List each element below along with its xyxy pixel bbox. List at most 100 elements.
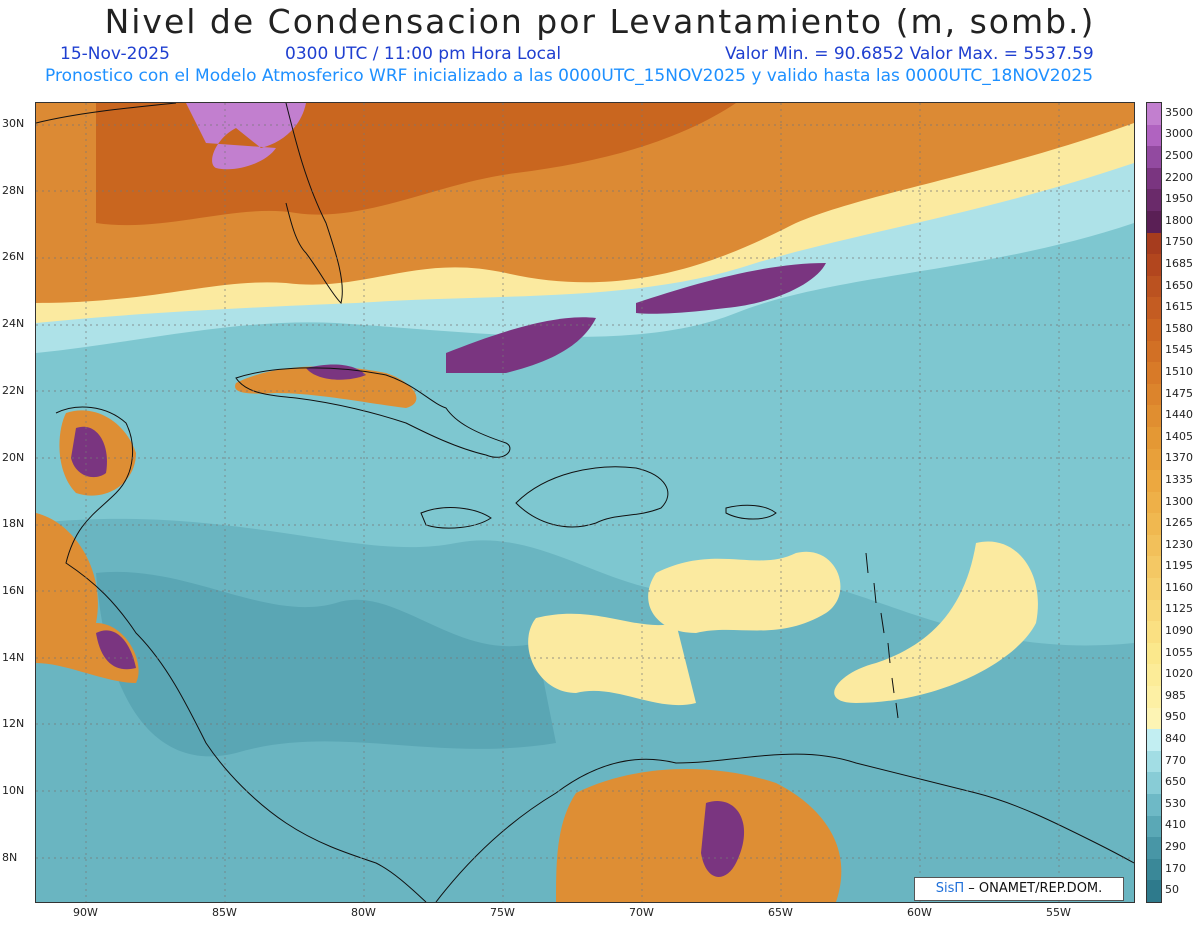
map-title: Nivel de Condensacion por Levantamiento … xyxy=(104,2,1096,41)
colorbar-segment xyxy=(1147,815,1161,838)
colorbar-label: 1545 xyxy=(1165,343,1193,357)
latitude-label: 8N xyxy=(2,850,18,864)
value-range: Valor Min. = 90.6852 Valor Max. = 5537.5… xyxy=(725,44,1094,64)
lesser-antilles xyxy=(865,552,899,719)
hispaniola-coast xyxy=(515,466,669,528)
colorbar-segment xyxy=(1147,750,1161,773)
colorbar-segment xyxy=(1147,599,1161,622)
colorbar-label: 2500 xyxy=(1165,148,1193,162)
colorbar-label: 1020 xyxy=(1165,667,1193,681)
colorbar-label: 1510 xyxy=(1165,364,1193,378)
peak-yucatan xyxy=(71,426,107,478)
colorbar-label: 3500 xyxy=(1165,105,1193,119)
grid-lines xyxy=(36,103,1134,902)
colorbar-segment xyxy=(1147,362,1161,385)
credit-box: SisΠ – ONAMET/REP.DOM. xyxy=(914,877,1124,901)
high-lcl-cuba xyxy=(235,366,417,408)
longitude-label: 90W xyxy=(73,906,98,919)
colorbar-segment xyxy=(1147,470,1161,493)
central-america-coast xyxy=(55,406,427,902)
longitude-label: 70W xyxy=(629,906,654,919)
colorbar-label: 1195 xyxy=(1165,559,1193,573)
colorbar-segment xyxy=(1147,124,1161,147)
colorbar-label: 985 xyxy=(1165,688,1186,702)
colorbar-segment xyxy=(1147,210,1161,234)
longitude-label: 65W xyxy=(768,906,793,919)
colorbar-segment xyxy=(1147,232,1161,255)
latitude-label: 18N xyxy=(2,517,25,531)
colorbar-segment xyxy=(1147,167,1161,190)
colorbar-segment xyxy=(1147,340,1161,363)
yellow-patch-1 xyxy=(648,551,841,633)
forecast-note: Pronostico con el Modelo Atmosferico WRF… xyxy=(45,66,1094,86)
forecast-date: 15-Nov-2025 xyxy=(60,44,170,64)
colorbar-label: 1055 xyxy=(1165,645,1193,659)
yellow-patch-2 xyxy=(528,613,696,706)
latitude-label: 10N xyxy=(2,784,25,797)
credit-brand: SisΠ xyxy=(935,881,965,896)
low-lcl-region-2 xyxy=(96,571,556,757)
colorbar-segment xyxy=(1147,621,1161,644)
colorbar-segment xyxy=(1147,858,1161,881)
colorbar-label: 1580 xyxy=(1165,321,1193,335)
florida-coast xyxy=(285,103,343,304)
colorbar-segment xyxy=(1147,642,1161,665)
colorbar-segment xyxy=(1147,578,1161,601)
colorbar-label: 950 xyxy=(1165,710,1186,724)
colorbar-segment xyxy=(1147,318,1161,342)
colorbar-label: 1950 xyxy=(1165,192,1193,206)
colorbar-segment xyxy=(1147,880,1161,903)
forecast-time: 0300 UTC / 11:00 pm Hora Local xyxy=(285,44,562,64)
colorbar-segment xyxy=(1147,405,1161,428)
colorbar-label: 1615 xyxy=(1165,300,1193,314)
gulf-coast xyxy=(36,103,177,124)
longitude-label: 85W xyxy=(212,906,237,919)
longitude-label: 60W xyxy=(907,906,932,919)
colorbar-label: 410 xyxy=(1165,818,1186,832)
colorbar-label: 290 xyxy=(1165,840,1186,853)
colorbar-segment xyxy=(1147,729,1161,752)
colorbar-segment xyxy=(1147,772,1161,795)
colorbar-segment xyxy=(1147,426,1161,449)
colorbar-label: 650 xyxy=(1165,775,1186,789)
colorbar-segment xyxy=(1147,297,1161,320)
latitude-label: 20N xyxy=(2,450,25,464)
jamaica-coast xyxy=(420,507,492,529)
colorbar-label: 1125 xyxy=(1165,602,1193,616)
colorbar-segment xyxy=(1147,254,1161,277)
colorbar-segment xyxy=(1147,383,1161,406)
latitude-label: 30N xyxy=(2,117,25,130)
latitude-label: 28N xyxy=(2,183,25,197)
colorbar-label: 1335 xyxy=(1165,472,1193,486)
colorbar-segment xyxy=(1147,103,1161,126)
colorbar-segment xyxy=(1147,534,1161,557)
cuba-coast xyxy=(235,367,511,458)
latitude-label: 22N xyxy=(2,383,25,397)
peak-atlantic-band xyxy=(636,263,826,314)
lcl-field-map xyxy=(36,103,1134,902)
credit-text: – ONAMET/REP.DOM. xyxy=(964,881,1103,896)
colorbar-label: 1300 xyxy=(1165,494,1193,508)
colorbar-segment xyxy=(1147,491,1161,514)
colorbar-segment xyxy=(1147,707,1161,730)
south-america-coast xyxy=(435,753,1134,902)
colorbar-label: 840 xyxy=(1165,732,1186,746)
peak-honduras xyxy=(96,630,136,670)
latitude-label: 12N xyxy=(2,717,25,731)
colorbar-label: 1405 xyxy=(1165,429,1193,443)
colorbar-label: 1475 xyxy=(1165,386,1193,400)
colorbar-segment xyxy=(1147,275,1161,298)
colorbar-segment xyxy=(1147,556,1161,579)
colorbar-label: 50 xyxy=(1165,883,1179,897)
colorbar-segment xyxy=(1147,189,1161,212)
colorbar-label: 1230 xyxy=(1165,537,1193,551)
colorbar-segment xyxy=(1147,794,1161,817)
latitude-label: 16N xyxy=(2,583,25,597)
colorbar-label: 1265 xyxy=(1165,516,1193,530)
longitude-label: 80W xyxy=(351,906,376,919)
colorbar-segment xyxy=(1147,448,1161,471)
longitude-label: 55W xyxy=(1046,906,1071,919)
colorbar-label: 1160 xyxy=(1165,580,1193,594)
colorbar-label: 1440 xyxy=(1165,408,1193,422)
colorbar-label: 1370 xyxy=(1165,451,1193,465)
